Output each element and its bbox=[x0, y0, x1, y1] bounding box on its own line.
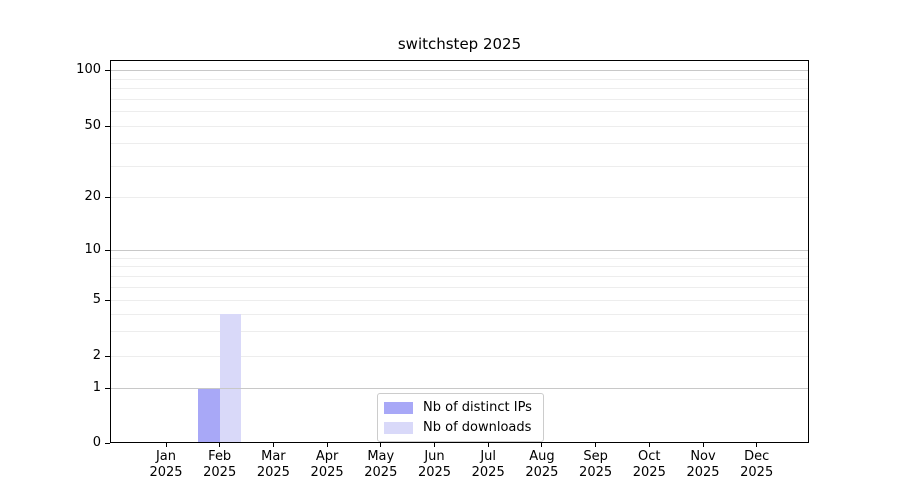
x-tick-month: Jan bbox=[155, 449, 177, 464]
y-tick bbox=[105, 387, 110, 389]
x-tick-label: Oct 2025 bbox=[619, 449, 679, 480]
legend-entry: Nb of downloads bbox=[384, 419, 535, 436]
x-tick-year: 2025 bbox=[686, 464, 720, 480]
y-tick-label: 50 bbox=[84, 118, 101, 133]
x-tick bbox=[165, 443, 167, 447]
gridline-minor bbox=[110, 126, 809, 127]
x-tick-month: Nov bbox=[690, 449, 716, 464]
y-tick bbox=[105, 69, 110, 71]
x-tick-year: 2025 bbox=[632, 464, 666, 480]
gridline-minor bbox=[110, 266, 809, 268]
x-tick bbox=[756, 443, 758, 447]
y-tick-label: 5 bbox=[92, 292, 101, 307]
x-tick-label: Dec 2025 bbox=[727, 449, 787, 480]
gridline-major bbox=[110, 250, 809, 251]
gridline-minor bbox=[110, 98, 809, 100]
legend-entry: Nb of distinct IPs bbox=[384, 399, 535, 416]
x-tick-year: 2025 bbox=[740, 464, 774, 480]
x-tick bbox=[219, 443, 221, 447]
x-tick bbox=[326, 443, 328, 447]
x-tick bbox=[541, 443, 543, 447]
gridline-minor bbox=[110, 257, 809, 259]
x-tick-month: Apr bbox=[315, 449, 339, 464]
y-tick-label: 100 bbox=[76, 62, 101, 77]
x-tick-label: Jul 2025 bbox=[458, 449, 518, 480]
gridline-minor bbox=[110, 300, 809, 301]
y-tick bbox=[105, 249, 110, 251]
x-tick-month: Jun bbox=[424, 449, 445, 464]
x-tick-label: Sep 2025 bbox=[566, 449, 626, 480]
chart-title: switchstep 2025 bbox=[397, 35, 522, 53]
x-tick-year: 2025 bbox=[256, 464, 290, 480]
x-tick-month: Aug bbox=[529, 449, 555, 464]
x-tick-month: Sep bbox=[583, 449, 608, 464]
x-tick-month: May bbox=[367, 449, 395, 464]
plot-frame bbox=[110, 60, 809, 443]
gridline-minor bbox=[110, 313, 809, 315]
gridline-minor bbox=[110, 275, 809, 277]
x-tick bbox=[487, 443, 489, 447]
x-tick-label: Feb 2025 bbox=[190, 449, 250, 480]
y-tick-label: 10 bbox=[84, 242, 101, 257]
y-tick-label: 20 bbox=[84, 189, 101, 204]
x-tick-year: 2025 bbox=[579, 464, 613, 480]
gridline-minor bbox=[110, 78, 809, 80]
x-tick bbox=[648, 443, 650, 447]
x-tick-label: Mar 2025 bbox=[243, 449, 303, 480]
x-tick-year: 2025 bbox=[310, 464, 344, 480]
x-tick-label: Aug 2025 bbox=[512, 449, 572, 480]
x-tick bbox=[595, 443, 597, 447]
bar-nb-of-distinct-ips bbox=[198, 388, 220, 443]
gridline-minor bbox=[110, 111, 809, 113]
legend-swatch bbox=[384, 421, 413, 434]
gridline-minor bbox=[110, 197, 809, 198]
x-tick-label: Nov 2025 bbox=[673, 449, 733, 480]
bar-nb-of-downloads bbox=[219, 313, 242, 443]
y-tick-label: 2 bbox=[92, 348, 101, 363]
y-tick bbox=[105, 125, 110, 127]
x-tick-label: Apr 2025 bbox=[297, 449, 357, 480]
x-tick-month: Mar bbox=[261, 449, 286, 464]
gridline-minor bbox=[110, 165, 809, 167]
legend-label: Nb of distinct IPs bbox=[423, 400, 532, 415]
gridline-minor bbox=[110, 356, 809, 357]
x-tick bbox=[272, 443, 274, 447]
legend-swatch bbox=[384, 401, 413, 414]
x-tick bbox=[702, 443, 704, 447]
x-tick-year: 2025 bbox=[417, 464, 452, 480]
x-tick-label: Jan 2025 bbox=[136, 449, 196, 480]
gridline-major bbox=[110, 70, 809, 71]
gridline-minor bbox=[110, 88, 809, 89]
x-tick-year: 2025 bbox=[149, 464, 183, 480]
gridline-minor bbox=[110, 286, 809, 288]
x-tick-month: Oct bbox=[638, 449, 661, 464]
gridline-minor bbox=[110, 143, 809, 145]
x-tick-year: 2025 bbox=[471, 464, 505, 480]
x-tick-year: 2025 bbox=[525, 464, 559, 480]
y-tick bbox=[105, 196, 110, 198]
y-tick bbox=[105, 442, 110, 444]
x-tick-month: Feb bbox=[208, 449, 232, 464]
x-tick-year: 2025 bbox=[203, 464, 237, 480]
x-tick-label: May 2025 bbox=[351, 449, 411, 480]
y-tick-label: 0 bbox=[92, 435, 101, 450]
y-tick bbox=[105, 355, 110, 357]
plot-area bbox=[110, 60, 809, 443]
x-tick-month: Dec bbox=[744, 449, 770, 464]
x-tick bbox=[380, 443, 382, 447]
legend-label: Nb of downloads bbox=[423, 420, 532, 435]
x-tick-year: 2025 bbox=[364, 464, 398, 480]
y-tick-label: 1 bbox=[92, 380, 101, 395]
x-tick-label: Jun 2025 bbox=[405, 449, 465, 480]
x-tick-month: Jul bbox=[480, 449, 497, 464]
gridline-major bbox=[110, 388, 809, 389]
gridline-minor bbox=[110, 331, 809, 333]
legend: Nb of distinct IPs Nb of downloads bbox=[377, 393, 544, 442]
y-tick bbox=[105, 299, 110, 301]
x-tick bbox=[434, 443, 435, 447]
